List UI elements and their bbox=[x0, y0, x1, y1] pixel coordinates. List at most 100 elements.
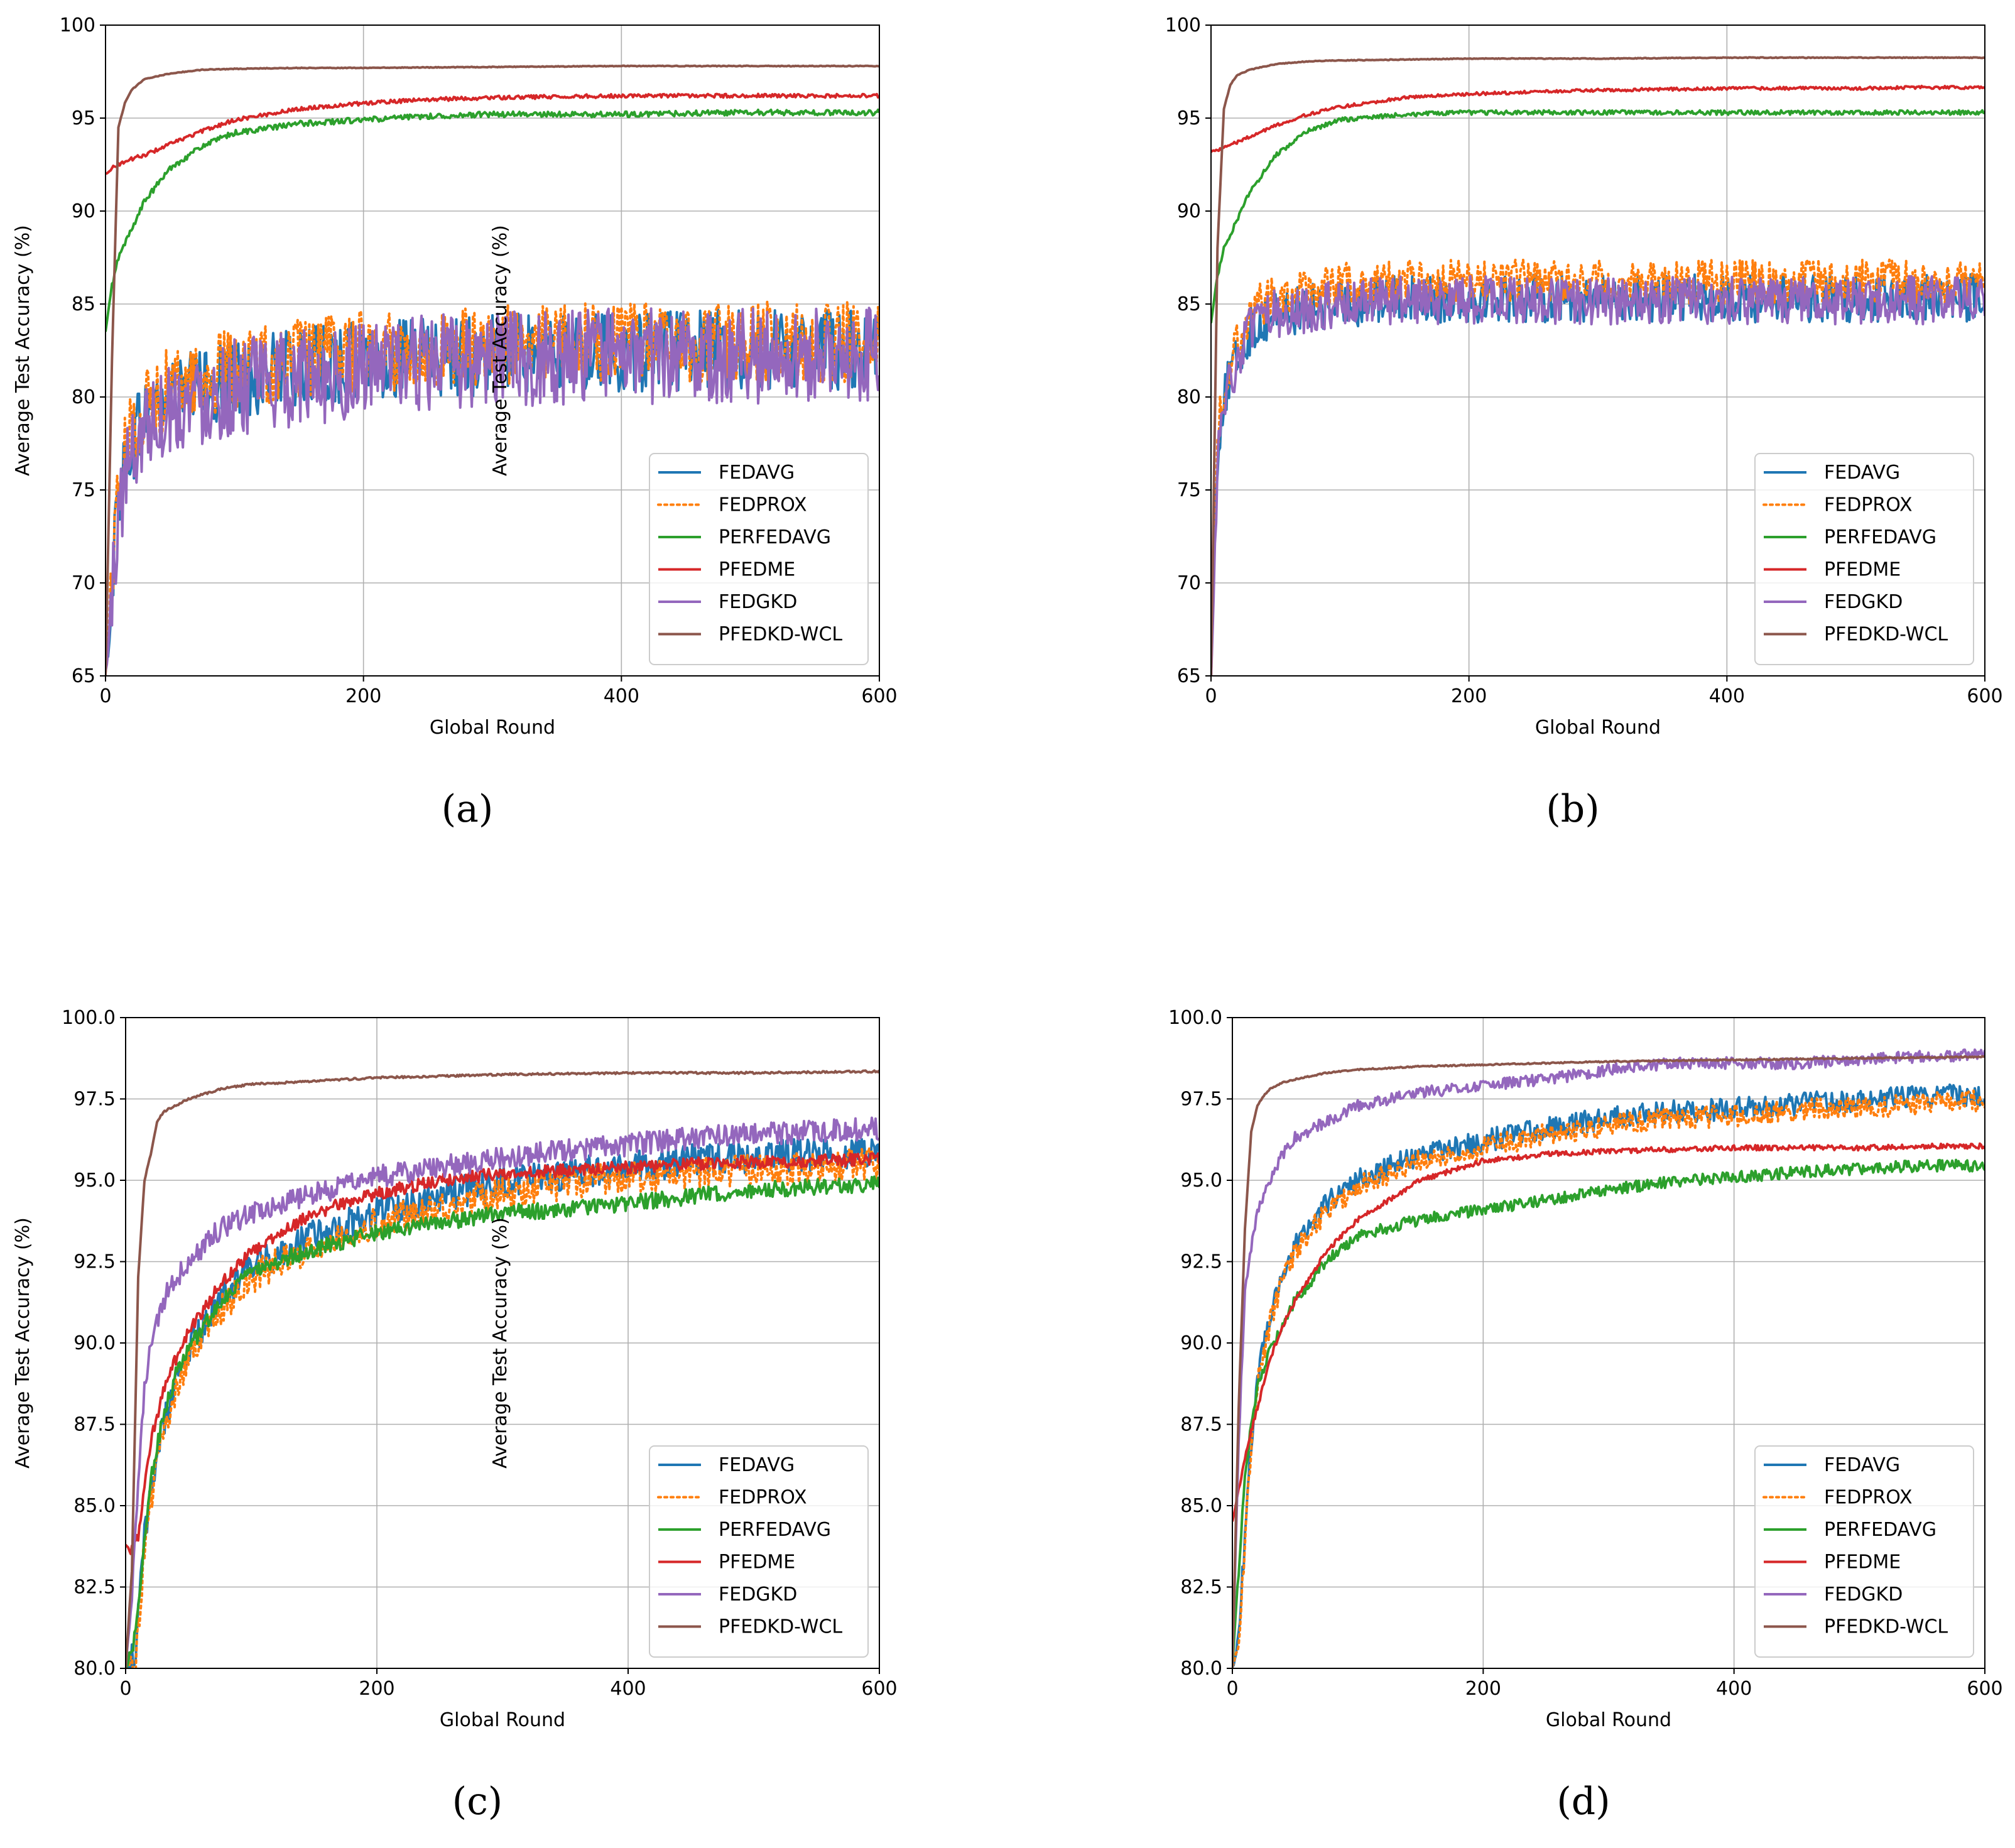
legend-label: FEDPROX bbox=[1824, 494, 1913, 516]
series-line-perfedavg bbox=[126, 1175, 879, 1668]
x-axis-label: Global Round bbox=[430, 717, 555, 739]
legend: FEDAVG FEDPROX PERFEDAVG PFEDME FEDGKD PFEDKD… bbox=[649, 1445, 869, 1658]
legend-label: FEDGKD bbox=[719, 1584, 797, 1606]
y-tick-label: 90.0 bbox=[73, 1332, 116, 1354]
series-line-perfedavg bbox=[106, 108, 879, 332]
y-tick-label: 95.0 bbox=[73, 1170, 116, 1192]
series-line-pfedme bbox=[126, 1152, 879, 1556]
legend-label: FEDGKD bbox=[719, 591, 797, 613]
legend-label: FEDGKD bbox=[1824, 591, 1903, 613]
y-tick-label: 100.0 bbox=[62, 1007, 116, 1029]
series-line-pfedkd-wcl bbox=[126, 1069, 879, 1668]
y-axis-label: Average Test Accuracy (%) bbox=[12, 1217, 34, 1469]
legend-label: PERFEDAVG bbox=[719, 526, 831, 548]
plot-frame bbox=[1210, 24, 1985, 677]
legend-label: PFEDKD-WCL bbox=[1824, 624, 1948, 646]
x-tick-label: 0 bbox=[99, 685, 111, 707]
x-tick-label: 0 bbox=[1205, 685, 1217, 707]
x-tick-label: 0 bbox=[119, 1678, 131, 1700]
legend-box bbox=[649, 453, 869, 665]
legend-label: PERFEDAVG bbox=[1824, 526, 1936, 548]
x-axis-label: Global Round bbox=[1535, 717, 1661, 739]
legend-label: PERFEDAVG bbox=[1824, 1519, 1936, 1541]
y-tick-label: 87.5 bbox=[1180, 1414, 1222, 1436]
y-tick-label: 70 bbox=[72, 572, 95, 594]
y-tick-label: 95 bbox=[72, 107, 95, 129]
y-tick-label: 92.5 bbox=[1180, 1251, 1222, 1273]
y-tick-label: 75 bbox=[72, 479, 95, 501]
legend-box bbox=[1754, 1445, 1974, 1658]
y-tick-label: 82.5 bbox=[73, 1577, 116, 1599]
series-line-fedprox bbox=[1211, 258, 1985, 676]
legend-box bbox=[649, 1445, 869, 1658]
series-line-fedgkd bbox=[126, 1116, 879, 1668]
chart-panel-2: 0 200 400 600 65 70 75 80 85 90 95 100 Global Round A… bbox=[489, 14, 2003, 831]
y-tick-label: 100.0 bbox=[1168, 1007, 1222, 1029]
series-line-fedgkd bbox=[106, 307, 879, 672]
y-tick-label: 92.5 bbox=[73, 1251, 116, 1273]
series-line-pfedkd-wcl bbox=[1232, 1055, 1985, 1668]
legend-label: PFEDKD-WCL bbox=[719, 624, 842, 646]
y-tick-label: 85.0 bbox=[73, 1495, 116, 1517]
y-tick-label: 80 bbox=[72, 386, 95, 408]
legend-label: PERFEDAVG bbox=[719, 1519, 831, 1541]
chart-panel-1: 0 200 400 600 65 70 75 80 85 90 95 100 Global Round A… bbox=[12, 14, 898, 831]
x-tick-label: 200 bbox=[359, 1678, 394, 1700]
series-line-pfedme bbox=[1232, 1142, 1985, 1522]
y-tick-label: 90 bbox=[72, 200, 95, 222]
x-tick-label: 0 bbox=[1226, 1678, 1238, 1700]
legend-label: FEDGKD bbox=[1824, 1584, 1903, 1606]
y-tick-label: 85.0 bbox=[1180, 1495, 1222, 1517]
panel-caption: (d) bbox=[1556, 1780, 1610, 1824]
x-tick-label: 400 bbox=[1716, 1678, 1752, 1700]
legend-label: PFEDKD-WCL bbox=[1824, 1616, 1948, 1638]
series-line-perfedavg bbox=[1232, 1158, 1985, 1668]
x-tick-label: 400 bbox=[610, 1678, 646, 1700]
legend-label: FEDPROX bbox=[719, 1487, 807, 1509]
y-tick-label: 70 bbox=[1177, 572, 1201, 594]
y-tick-label: 95 bbox=[1177, 107, 1201, 129]
series-lines bbox=[106, 64, 879, 676]
series-line-fedprox bbox=[1232, 1089, 1985, 1668]
chart-panel-3: 0 200 400 600 80.0 82.5 85.0 87.5 90.0 92.5 95.0 97… bbox=[12, 1007, 898, 1824]
series-line-fedprox bbox=[126, 1147, 879, 1668]
x-tick-label: 400 bbox=[604, 685, 639, 707]
legend-label: PFEDME bbox=[719, 559, 795, 581]
series-lines bbox=[126, 1069, 879, 1668]
y-tick-label: 87.5 bbox=[73, 1414, 116, 1436]
panel-caption: (c) bbox=[452, 1780, 502, 1824]
series-line-pfedkd-wcl bbox=[106, 64, 879, 676]
x-axis-label: Global Round bbox=[440, 1709, 565, 1731]
x-axis-label: Global Round bbox=[1546, 1709, 1671, 1731]
y-tick-label: 75 bbox=[1177, 479, 1201, 501]
x-tick-label: 600 bbox=[861, 685, 897, 707]
legend-label: PFEDME bbox=[719, 1552, 795, 1574]
legend-label: PFEDME bbox=[1824, 559, 1901, 581]
y-tick-label: 85 bbox=[1177, 293, 1201, 315]
legend-label: FEDPROX bbox=[719, 494, 807, 516]
y-tick-label: 80.0 bbox=[73, 1658, 116, 1680]
y-tick-label: 80.0 bbox=[1180, 1658, 1222, 1680]
y-tick-label: 90 bbox=[1177, 200, 1201, 222]
y-axis-label: Average Test Accuracy (%) bbox=[12, 225, 34, 476]
series-line-pfedme bbox=[1211, 84, 1985, 153]
series-line-fedgkd bbox=[1211, 274, 1985, 676]
series-line-perfedavg bbox=[1211, 109, 1985, 323]
x-tick-label: 200 bbox=[345, 685, 381, 707]
y-tick-label: 97.5 bbox=[1180, 1089, 1222, 1111]
panel-caption: (b) bbox=[1546, 787, 1599, 831]
legend: FEDAVG FEDPROX PERFEDAVG PFEDME FEDGKD PFEDKD… bbox=[1754, 453, 1974, 665]
legend-label: FEDAVG bbox=[1824, 462, 1900, 484]
y-tick-label: 100 bbox=[60, 14, 95, 36]
series-lines bbox=[1211, 56, 1985, 676]
y-tick-label: 65 bbox=[1177, 665, 1201, 687]
legend-label: PFEDKD-WCL bbox=[719, 1616, 842, 1638]
x-tick-label: 200 bbox=[1451, 685, 1487, 707]
x-tick-label: 600 bbox=[1967, 1678, 2002, 1700]
x-tick-label: 400 bbox=[1709, 685, 1745, 707]
series-lines bbox=[1232, 1048, 1985, 1668]
panel-caption: (a) bbox=[442, 787, 494, 831]
legend-label: PFEDME bbox=[1824, 1552, 1901, 1574]
chart-panel-4: 0 200 400 600 80.0 82.5 85.0 87.5 90.0 92.5 95.0 97… bbox=[489, 1007, 2003, 1824]
